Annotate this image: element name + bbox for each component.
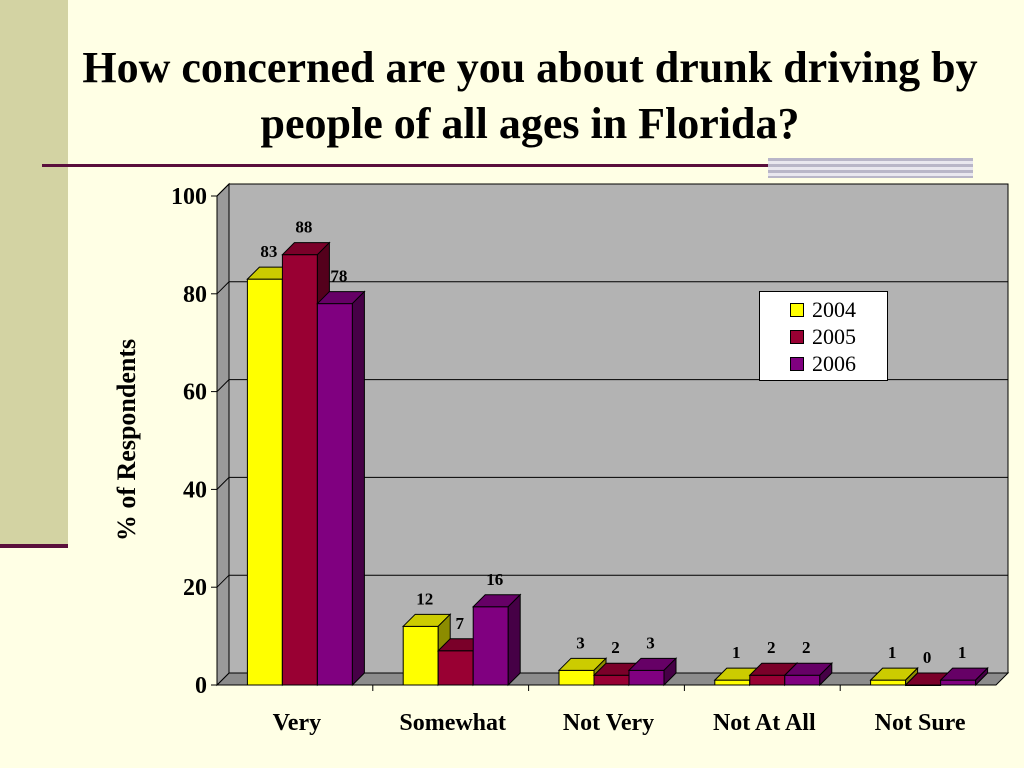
- chart-legend: 2004 2005 2006: [759, 291, 888, 381]
- bar-2006: [472, 606, 509, 686]
- slide-title: How concerned are you about drunk drivin…: [82, 43, 978, 148]
- data-label: 78: [330, 267, 347, 286]
- bar-side-2006: [507, 593, 521, 687]
- data-label: 3: [646, 633, 655, 652]
- bar-2006: [628, 669, 665, 686]
- bar-2004: [246, 278, 283, 686]
- bar-2004: [870, 679, 907, 686]
- gridline: [216, 476, 1008, 490]
- legend-item-2005: 2005: [790, 323, 887, 350]
- data-label: 1: [888, 643, 897, 662]
- left-decor-band: [0, 0, 68, 545]
- data-label: 2: [611, 638, 620, 657]
- legend-swatch-2005: [790, 329, 804, 344]
- x-tick-label: Not Very: [563, 710, 654, 736]
- legend-label-2006: 2006: [812, 350, 856, 376]
- x-tick-label: Somewhat: [399, 710, 506, 736]
- gridline: [216, 574, 1008, 588]
- bar-side-2006: [351, 290, 365, 687]
- plot-side-wall: [216, 182, 230, 687]
- y-tick-label: 80: [183, 282, 207, 308]
- legend-swatch-2006: [790, 356, 804, 371]
- bar-2004: [558, 669, 595, 686]
- bar-side-2006: [975, 666, 989, 687]
- gridline: [216, 379, 1008, 392]
- gridline: [216, 281, 1008, 295]
- bar-2006: [784, 674, 821, 686]
- bar-2005: [593, 674, 630, 686]
- left-decor-rule: [0, 544, 68, 548]
- gridline: [216, 183, 1008, 197]
- y-tick-label: 60: [183, 380, 207, 406]
- legend-label-2004: 2004: [812, 296, 856, 322]
- x-tick-label: Not At All: [713, 710, 816, 736]
- legend-item-2004: 2004: [790, 296, 887, 323]
- data-label: 83: [260, 242, 277, 261]
- y-axis-title: % of Respondents: [112, 339, 141, 541]
- data-label: 3: [576, 633, 585, 652]
- data-label: 0: [923, 648, 932, 667]
- legend-label-2005: 2005: [812, 323, 856, 349]
- x-tick-label: Very: [273, 710, 321, 736]
- y-tick-label: 0: [195, 673, 207, 699]
- data-label: 88: [295, 218, 312, 237]
- legend-item-2006: 2006: [790, 350, 887, 377]
- y-tick-label: 40: [183, 477, 207, 503]
- data-label: 16: [486, 570, 503, 589]
- bar-2006: [940, 679, 977, 686]
- bar-side-2006: [819, 662, 833, 687]
- bar-side-2006: [663, 657, 677, 687]
- x-tick-label: Not Sure: [875, 710, 966, 736]
- bar-2005: [437, 650, 474, 686]
- data-label: 7: [455, 614, 464, 633]
- data-label: 2: [802, 638, 811, 657]
- bar-2004: [402, 625, 439, 686]
- data-label: 1: [958, 643, 967, 662]
- title-underline: [42, 164, 972, 167]
- bar-2005: [281, 254, 318, 686]
- data-label: 12: [416, 589, 433, 608]
- legend-swatch-2004: [790, 302, 804, 317]
- data-label: 1: [732, 643, 741, 662]
- data-label: 2: [767, 638, 776, 657]
- title-underline-accent: [768, 158, 973, 178]
- y-tick-label: 20: [183, 575, 207, 601]
- bar-2006: [316, 303, 353, 686]
- bar-2004: [714, 679, 751, 686]
- y-tick-label: 100: [171, 184, 207, 210]
- bar-2005: [749, 674, 786, 686]
